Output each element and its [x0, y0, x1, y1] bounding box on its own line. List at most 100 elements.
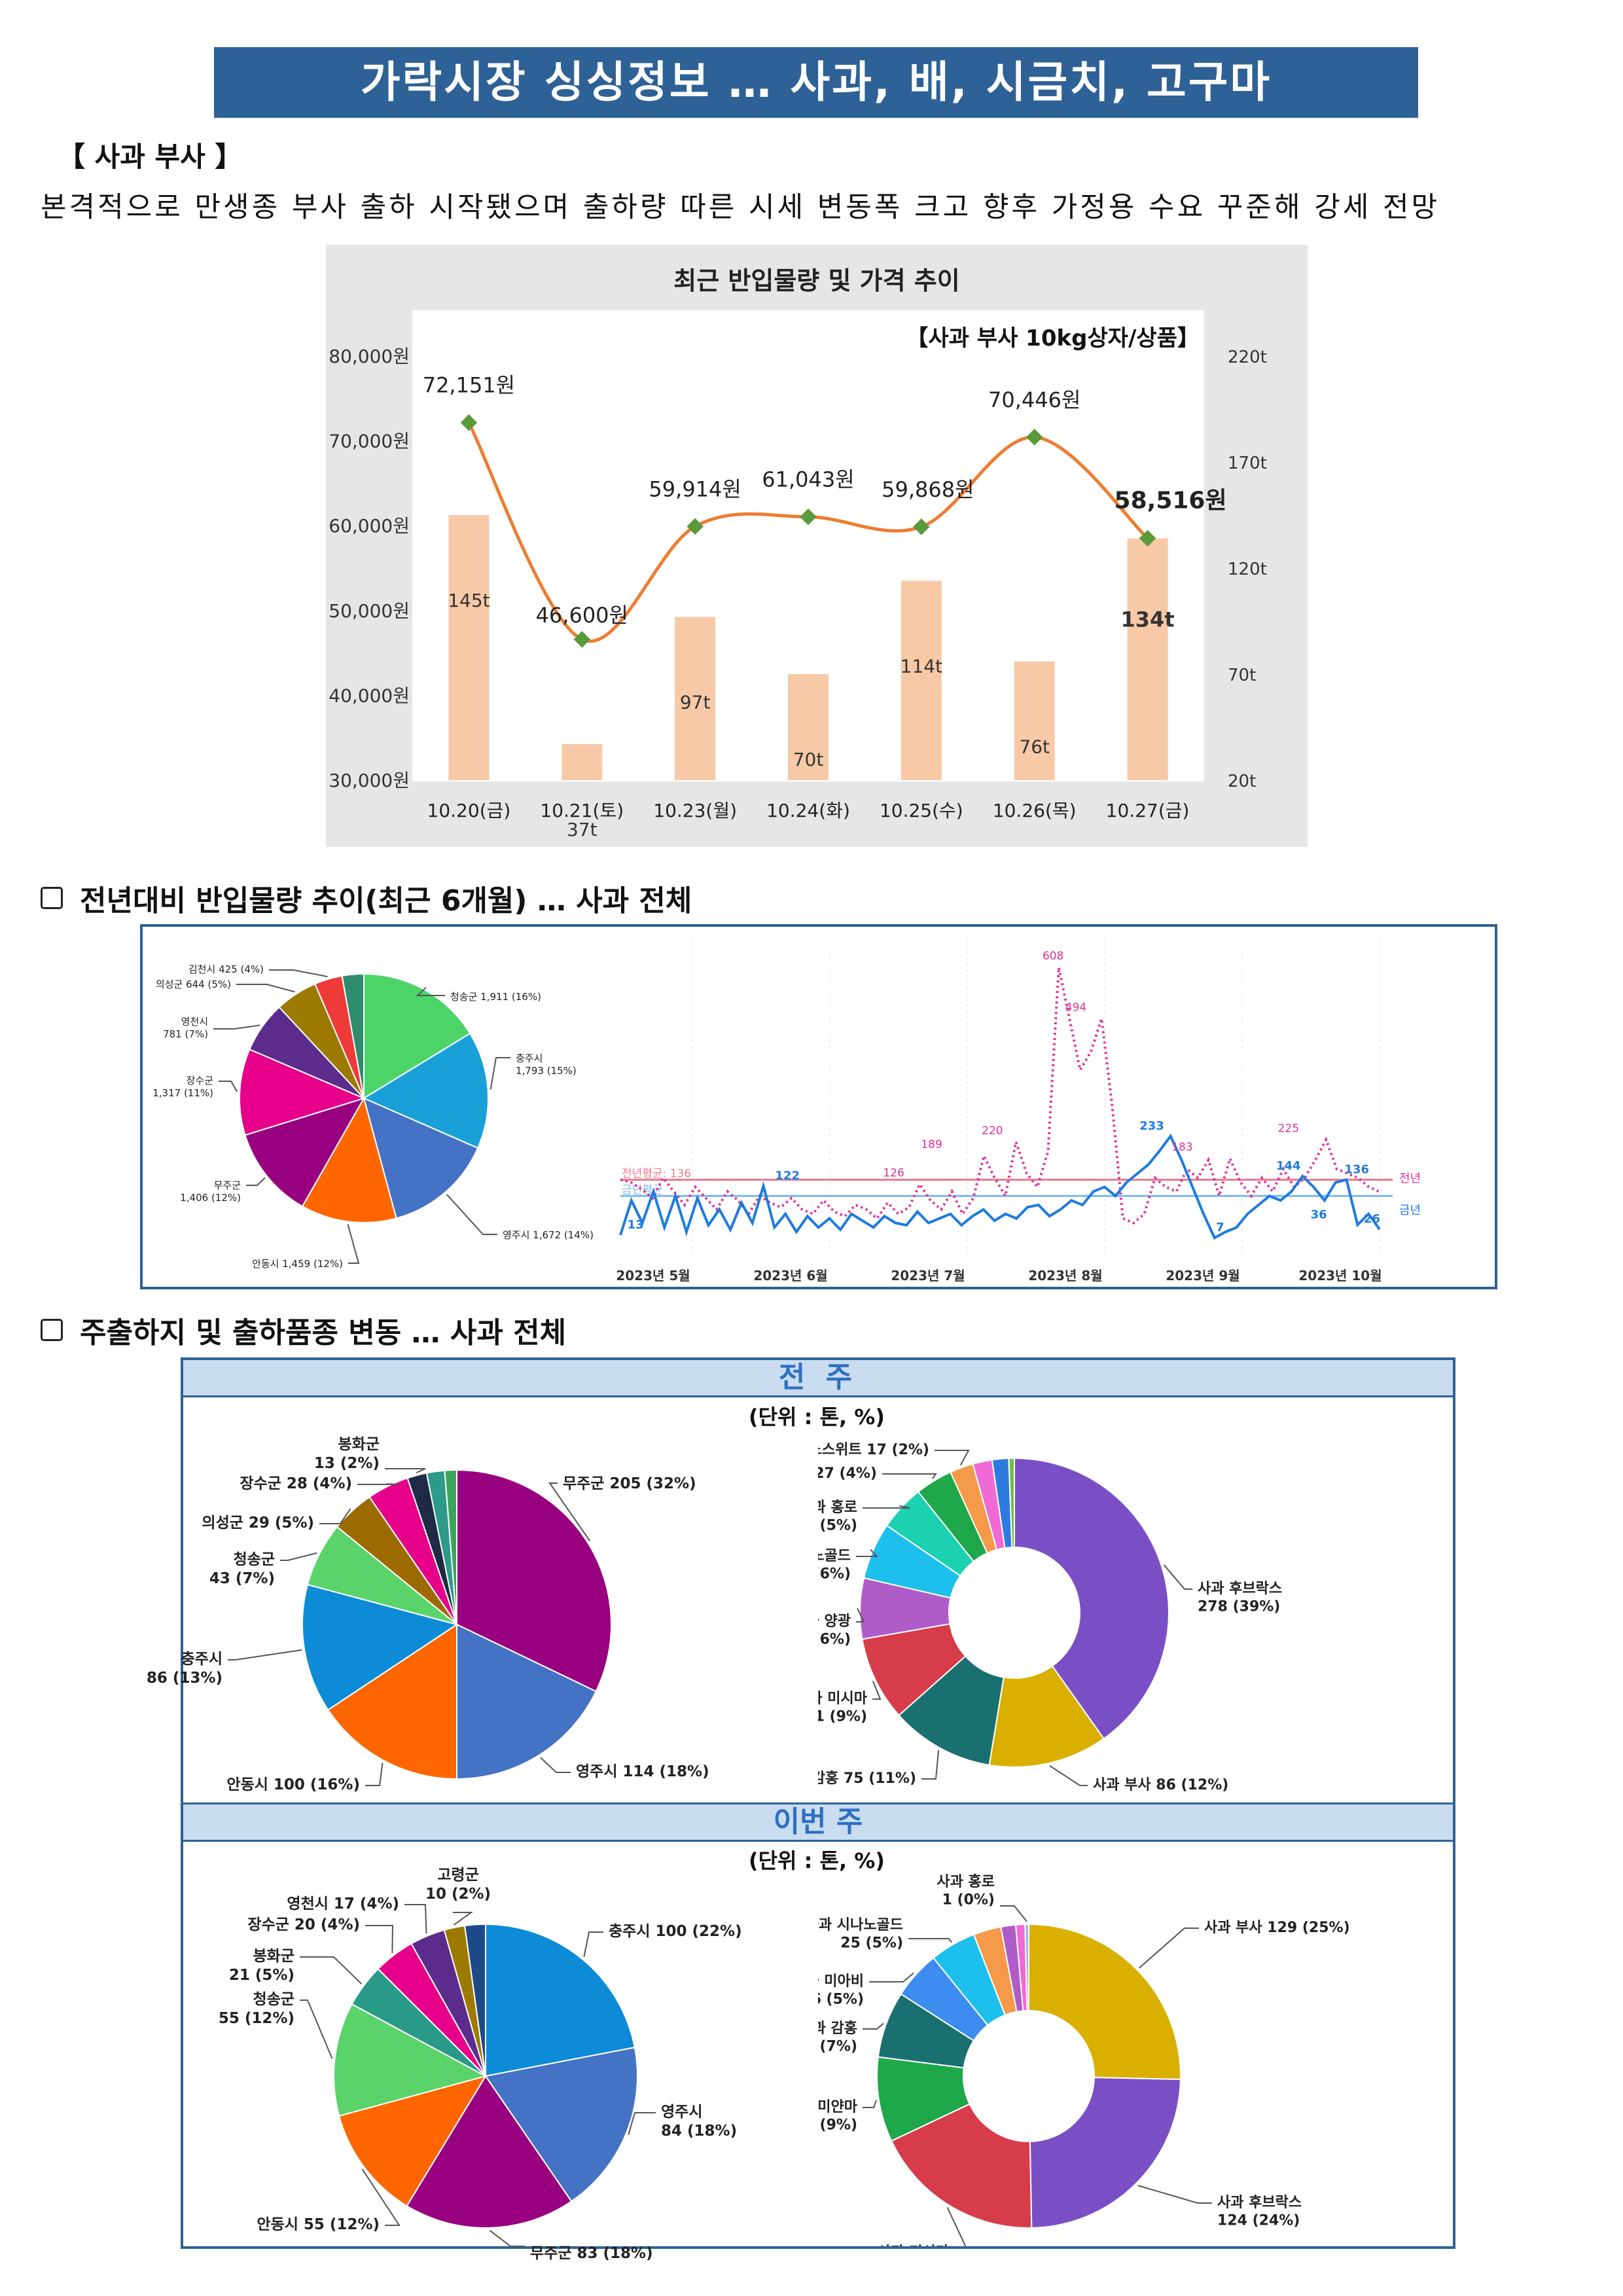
this-week-header: 이번 주	[183, 1803, 1453, 1842]
yoy-volume-line-chart: 2023년 5월 2023년 6월 2023년 7월 2023년 8월 2023년 9월…	[616, 940, 1421, 1283]
pie-label: 김천시 425 (4%)	[188, 963, 264, 975]
pie-leader-line	[1163, 1564, 1192, 1590]
pie-label: 영주시 114 (18%)	[576, 1763, 709, 1780]
pie-slice	[456, 1469, 612, 1693]
pie-label: 사과 미얀마46 (9%)	[818, 2099, 858, 2134]
series-line-this-year	[619, 1133, 1381, 1240]
annotation-this-year: 233	[1139, 1119, 1164, 1133]
volume-bar-label: 145t	[448, 590, 490, 611]
pie-leader-line	[1000, 1905, 1027, 1922]
pie-label: 영천시 17 (4%)	[287, 1895, 399, 1912]
y-left-tick: 40,000원	[329, 685, 410, 706]
yearly-comparison-panel: 청송군 1,911 (16%) 충주시 1,793 (15%) 영주시 1,672 (…	[140, 924, 1497, 1289]
pie-label: 장수군 1,317 (11%)	[152, 1075, 213, 1099]
pie-slice	[463, 1923, 486, 2077]
y-left-tick: 80,000원	[329, 346, 410, 367]
pie-slice	[456, 1623, 597, 1780]
annotation-this-year: 136	[1344, 1163, 1369, 1177]
prev-week-region-pie: (단위 : 톤, %) 무주군 205 (32%) 영주시 114 (18%) 안동시…	[147, 1405, 885, 1793]
pie-leader-line	[385, 1468, 426, 1474]
price-volume-chart: 최근 반입물량 및 가격 추이 【사과 부사 10kg상자/상품】 30,000원 4…	[326, 245, 1308, 847]
pie-slice	[341, 973, 365, 1099]
pie-label: 무주군 83 (18%)	[530, 2245, 653, 2262]
pie-slice	[1008, 1457, 1015, 1549]
chart-title: 최근 반입물량 및 가격 추이	[673, 266, 959, 295]
x-tick-label: 2023년 5월	[616, 1268, 690, 1283]
pie-label: 사과 홍로33 (5%)	[818, 1499, 857, 1534]
section3-heading-text: 주출하지 및 출하품종 변동 … 사과 전체	[80, 1316, 567, 1350]
prev-week-header: 전 주	[183, 1360, 1453, 1397]
series-legend-label: 금년	[1399, 1204, 1421, 1217]
annotation-this-year: 144	[1276, 1159, 1301, 1173]
pie-leader-line	[869, 1972, 914, 1982]
pie-slice	[301, 1096, 397, 1223]
pie-label: 사과 시나노스위트 17 (2%)	[818, 1442, 929, 1458]
price-marker	[573, 631, 591, 648]
x-tick-label: 2023년 6월	[753, 1268, 827, 1283]
pie-slice	[485, 1923, 636, 2077]
volume-bar-label: 134t	[1121, 607, 1175, 632]
pie-slice	[239, 1049, 366, 1136]
pie-leader-line	[404, 1904, 427, 1934]
price-marker	[913, 518, 930, 535]
y-left-tick: 30,000원	[329, 770, 410, 791]
pie-slice	[1028, 1923, 1181, 2081]
unit-label: (단위 : 톤, %)	[749, 1405, 885, 1429]
pie-label: 안동시 55 (12%)	[257, 2216, 380, 2233]
pie-leader-line	[228, 1649, 302, 1660]
chart-subtitle: 【사과 부사 10kg상자/상품】	[906, 325, 1200, 351]
x-tick-label: 2023년 9월	[1166, 1268, 1240, 1283]
annotation-prev-year: 494	[1065, 1001, 1086, 1014]
pie-label: 장수군 20 (4%)	[247, 1916, 360, 1933]
x-tick-label: 10.24(화)	[766, 800, 850, 821]
pie-leader-line	[628, 2112, 656, 2136]
apple-busa-heading: 【 사과 부사 】	[58, 141, 243, 173]
pie-leader-line	[347, 1224, 360, 1264]
price-label: 61,043원	[762, 467, 854, 492]
reference-line-label: 전년평균: 136	[622, 1168, 691, 1181]
price-label: 59,868원	[882, 477, 974, 502]
volume-bar-label: 114t	[901, 655, 942, 677]
pie-leader-line	[361, 2168, 401, 2226]
pie-label: 청송군 43 (7%)	[209, 1551, 275, 1587]
pie-leader-line	[1049, 1765, 1088, 1786]
pie-slice	[988, 1665, 1105, 1768]
y-left-tick: 70,000원	[329, 431, 410, 452]
x-tick-label: 10.21(토)	[540, 800, 624, 821]
shipping-panel: 전 주 (단위 : 톤, %) 무주군 205 (32%) 영주시 114 (18%…	[147, 1357, 1455, 2262]
pie-leader-line	[300, 2000, 333, 2059]
pie-leader-line	[921, 1750, 940, 1780]
pie-label: 사과 홍로 1 (0%)	[936, 1874, 995, 1909]
pie-slice	[363, 973, 471, 1100]
pie-slice	[338, 2075, 488, 2207]
pie-slice	[302, 1583, 459, 1711]
pie-label: 사과 감홍 75 (11%)	[818, 1770, 916, 1787]
checkbox-icon	[41, 1319, 63, 1341]
page-title: 가락시장 싱싱정보 … 사과, 배, 시금치, 고구마	[214, 47, 1418, 118]
region-share-pie: 청송군 1,911 (16%) 충주시 1,793 (15%) 영주시 1,672 (…	[152, 963, 594, 1270]
pie-leader-line	[300, 1956, 363, 1985]
pie-leader-line	[583, 1931, 603, 1958]
pie-label: 사과 양광44 (6%)	[818, 1613, 851, 1648]
section2-heading-text: 전년대비 반입물량 추이(최근 6개월) … 사과 전체	[80, 884, 692, 918]
pie-label: 사과 시나노골드41 (6%)	[818, 1548, 851, 1583]
pie-label: 무주군 1,406 (12%)	[180, 1179, 241, 1204]
volume-bar	[901, 581, 942, 780]
pie-leader-line	[935, 1450, 970, 1465]
volume-bar-label: 70t	[793, 749, 824, 770]
pie-leader-line	[1139, 1928, 1199, 1969]
pie-slice	[333, 2003, 488, 2117]
volume-bar-label: 37t	[567, 819, 597, 840]
pie-label: 사과 감홍36 (7%)	[818, 2020, 857, 2055]
pie-label: 충주시 1,793 (15%)	[516, 1052, 577, 1077]
pie-label: 사과 후브락스 124 (24%)	[1217, 2195, 1302, 2229]
pie-label: 사과 후브락스 278 (39%)	[1198, 1581, 1282, 1615]
pie-leader-line	[1137, 2185, 1212, 2204]
pie-label: 청송군 1,911 (16%)	[450, 991, 541, 1003]
pie-label: 의성군 29 (5%)	[202, 1515, 314, 1532]
pie-leader-line	[365, 1763, 383, 1786]
annotation-prev-year: 220	[982, 1124, 1003, 1138]
pie-slice	[327, 1623, 457, 1780]
volume-bar	[1127, 538, 1168, 780]
